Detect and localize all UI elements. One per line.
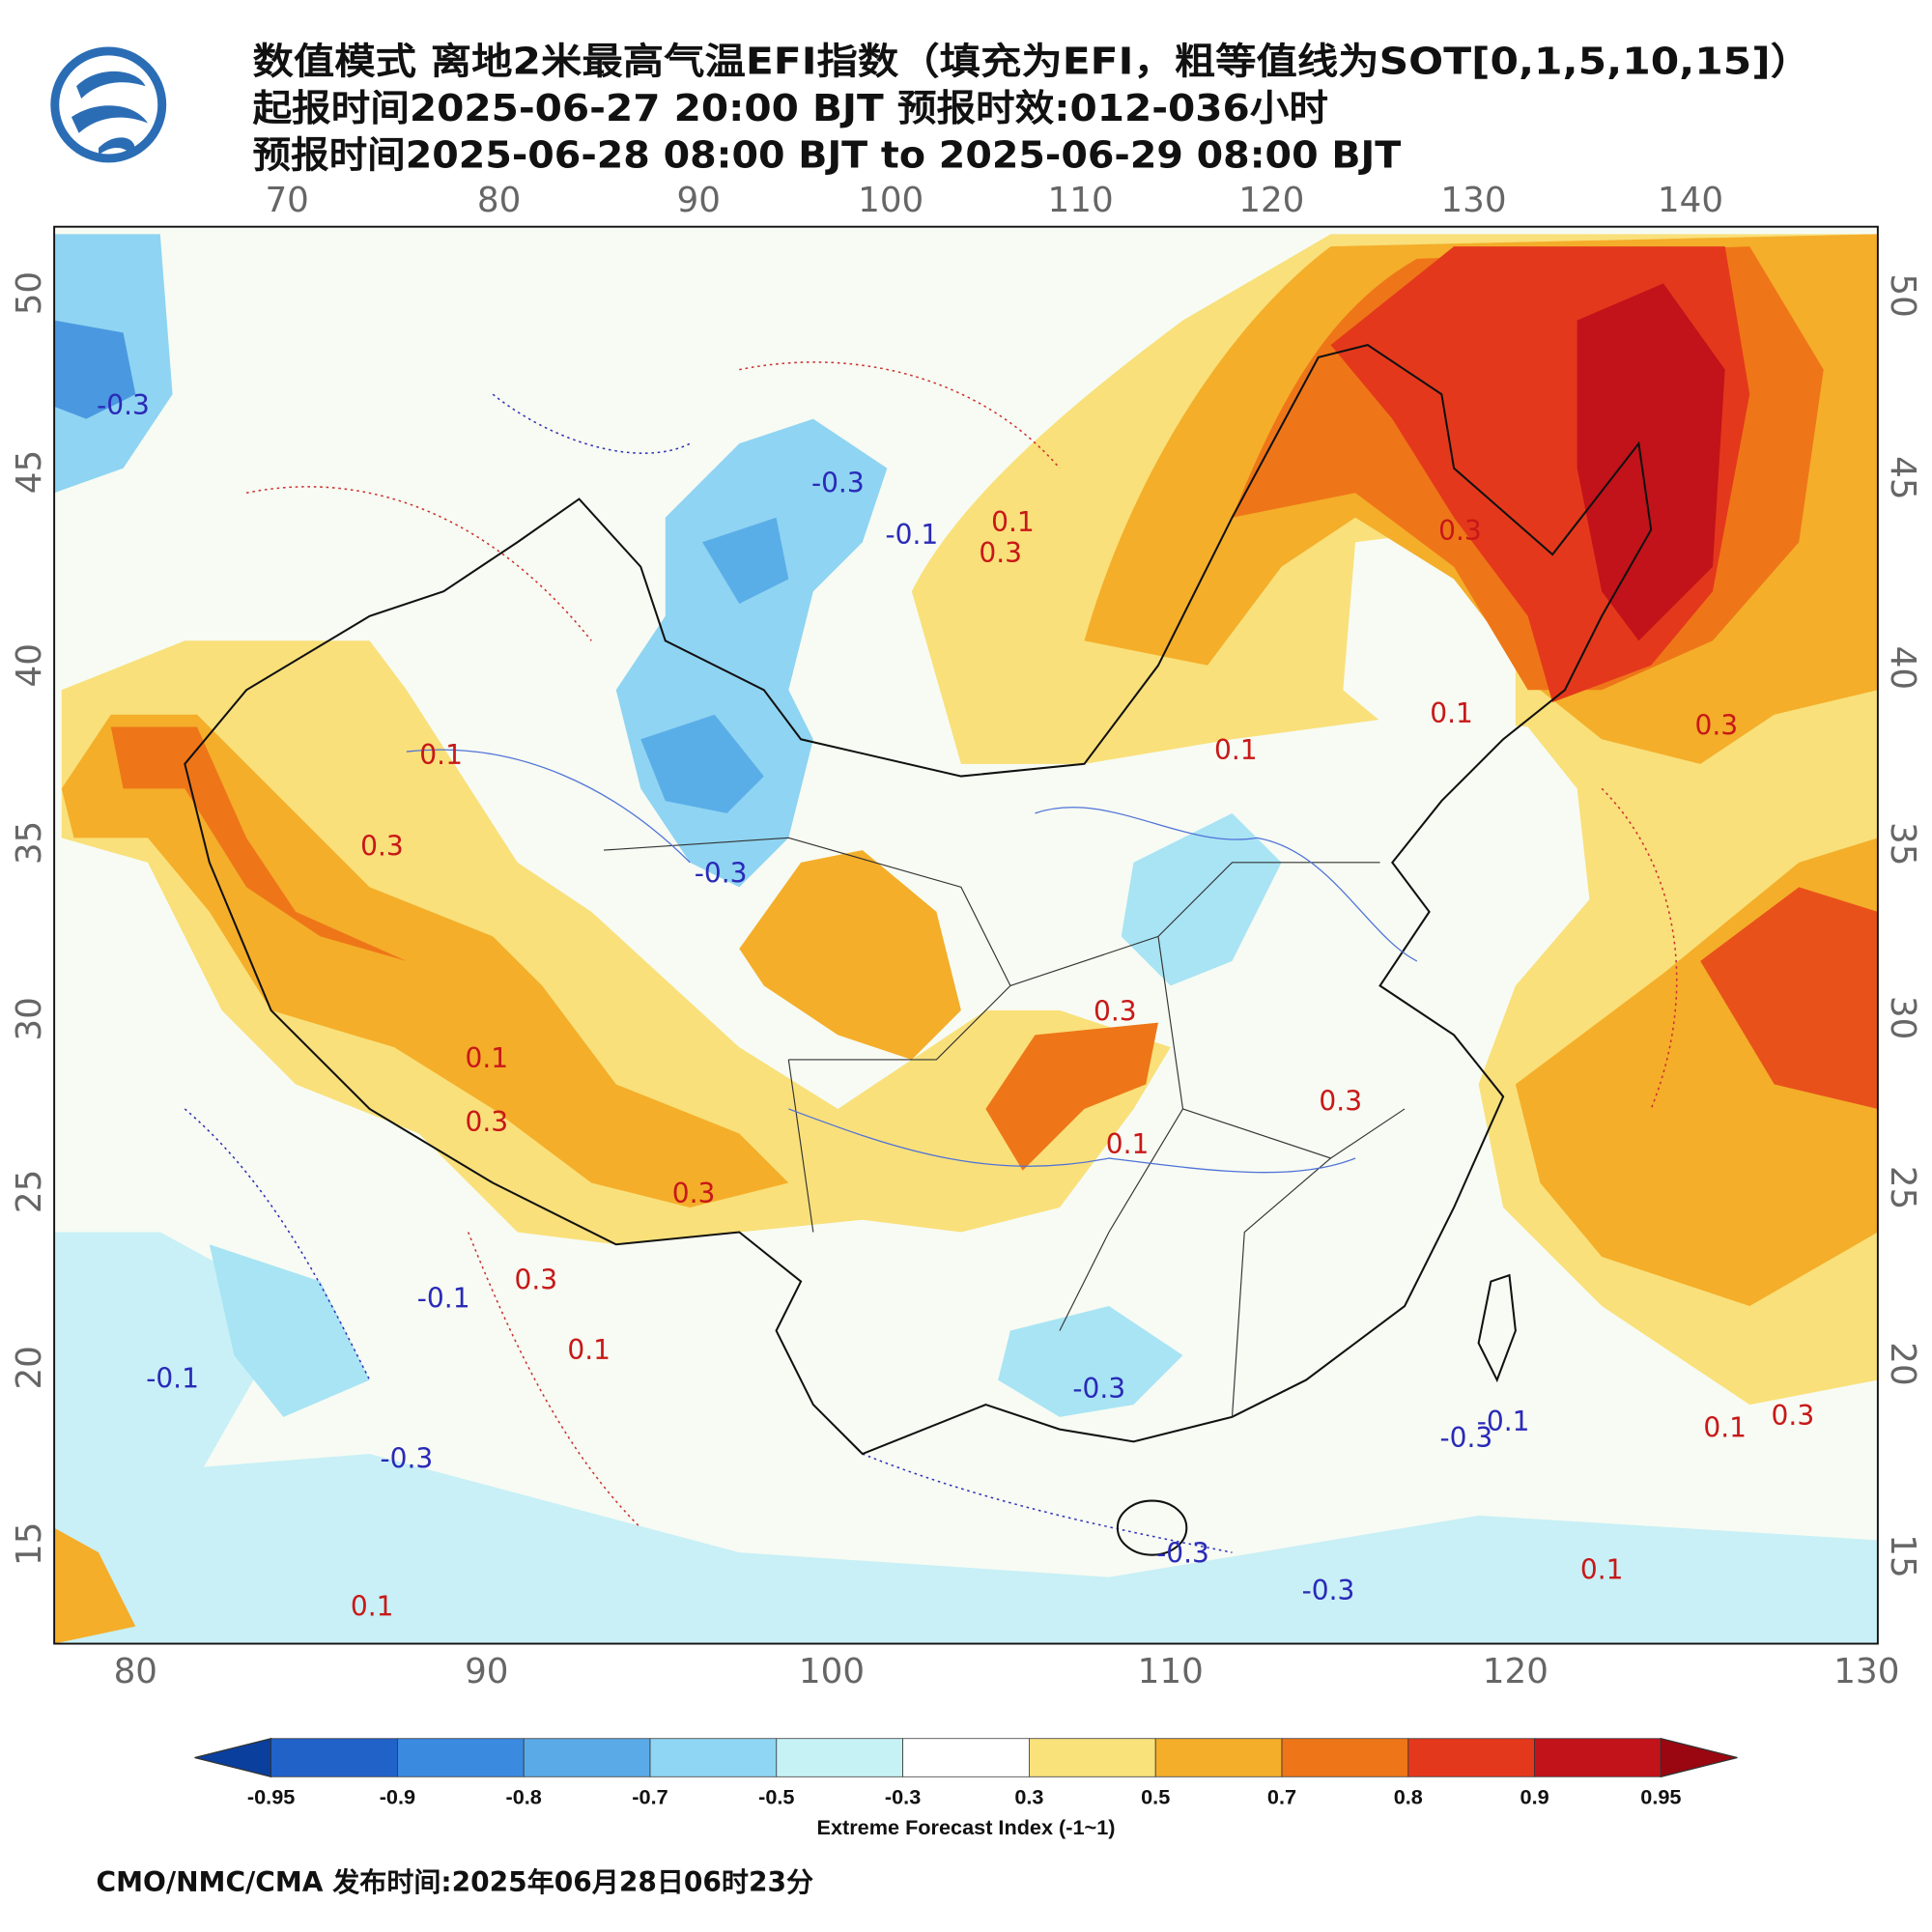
- legend-box: [1281, 1738, 1409, 1777]
- legend-tick-label: 0.3: [1014, 1784, 1043, 1808]
- valid-time: 预报时间2025-06-28 08:00 BJT to 2025-06-29 0…: [252, 133, 1401, 177]
- lat-label: 40: [10, 643, 49, 687]
- lon-label: 110: [1138, 1652, 1204, 1691]
- map-field: -0.3 -0.1 0.1 0.3 0.3 0.1 0.3 0.3 0.1 0.…: [54, 226, 1878, 1644]
- contour-label: 0.3: [466, 1106, 509, 1138]
- legend-box: [270, 1738, 398, 1777]
- contour-label: -0.3: [381, 1442, 434, 1474]
- contour-label: -0.1: [1477, 1406, 1530, 1437]
- legend-box: [523, 1738, 651, 1777]
- contour-label: 0.1: [1580, 1553, 1624, 1585]
- logo: [50, 46, 167, 163]
- legend-box: [1407, 1738, 1535, 1777]
- legend-tick-label: -0.7: [632, 1784, 668, 1808]
- legend-tick-label: -0.8: [506, 1784, 542, 1808]
- legend-tick-label: -0.9: [380, 1784, 415, 1808]
- contour-label: 0.3: [515, 1264, 558, 1296]
- contour-label: 0.1: [466, 1042, 509, 1074]
- legend-title: Extreme Forecast Index (-1~1): [817, 1815, 1116, 1839]
- legend-box: [776, 1738, 903, 1777]
- contour-label: 0.3: [1438, 515, 1482, 547]
- contour-label: -0.3: [811, 467, 865, 498]
- lat-label: 20: [1883, 1342, 1922, 1385]
- lon-label: 80: [477, 181, 521, 220]
- legend-tick-label: -0.3: [885, 1784, 921, 1808]
- contour-label: -0.3: [1302, 1575, 1355, 1606]
- lon-label: 110: [1048, 181, 1114, 220]
- legend-arrow: [1660, 1737, 1738, 1778]
- contour-label: -0.3: [1156, 1538, 1209, 1570]
- axis-labels: 70 80 90 100 110 120 130 140 80 90 100 110 120 130 50 4…: [10, 181, 1922, 1691]
- lat-label: 35: [10, 821, 49, 865]
- contour-label: 0.1: [419, 739, 463, 771]
- contour-label: -0.3: [97, 389, 150, 421]
- lon-label: 80: [114, 1652, 157, 1691]
- lon-label: 130: [1440, 181, 1506, 220]
- legend-tick-label: 0.95: [1640, 1784, 1681, 1808]
- lon-label: 90: [465, 1652, 508, 1691]
- legend-box: [1029, 1738, 1156, 1777]
- contour-label: 0.1: [1430, 697, 1473, 729]
- legend-box: [902, 1738, 1030, 1777]
- contour-label: 0.3: [979, 537, 1022, 569]
- lon-label: 130: [1833, 1652, 1899, 1691]
- contour-label: 0.1: [991, 506, 1035, 538]
- contour-label: 0.1: [567, 1334, 611, 1366]
- contour-label: 0.1: [1214, 734, 1258, 766]
- lat-label: 45: [10, 450, 49, 494]
- color-legend: -0.95 -0.9 -0.8 -0.7 -0.5 -0.3 0.3 0.5 0.7 0.8 0.9…: [194, 1737, 1738, 1808]
- lon-label: 100: [799, 1652, 865, 1691]
- issue-time: 起报时间2025-06-27 20:00 BJT 预报时效:012-036小时: [252, 87, 1328, 130]
- contour-label: -0.1: [146, 1363, 199, 1395]
- lat-label: 30: [1883, 996, 1922, 1039]
- footer: CMO/NMC/CMA 发布时间:2025年06月28日06时23分: [96, 1866, 813, 1898]
- contour-label: -0.3: [1072, 1373, 1125, 1405]
- contour-label: 0.3: [1094, 995, 1137, 1027]
- lat-label: 50: [1883, 273, 1922, 317]
- legend-tick-label: 0.9: [1520, 1784, 1549, 1808]
- lon-label: 70: [265, 181, 308, 220]
- contour-label: -0.1: [417, 1283, 470, 1315]
- contour-label: -0.3: [695, 858, 748, 890]
- legend-tick-label: 0.5: [1141, 1784, 1170, 1808]
- contour-label: 0.3: [1319, 1086, 1362, 1118]
- legend-box: [1534, 1738, 1662, 1777]
- contour-label: -0.1: [886, 519, 939, 551]
- lat-label: 40: [1883, 646, 1922, 690]
- legend-tick-label: -0.95: [247, 1784, 295, 1808]
- contour-label: 0.3: [1772, 1400, 1815, 1432]
- lon-label: 120: [1238, 181, 1304, 220]
- contour-label: 0.3: [1694, 710, 1738, 742]
- legend-tick-label: 0.7: [1267, 1784, 1296, 1808]
- legend-box: [397, 1738, 525, 1777]
- lat-label: 15: [10, 1521, 49, 1565]
- contour-label: 0.1: [1106, 1128, 1150, 1160]
- contour-label: 0.3: [360, 831, 404, 863]
- lon-label: 140: [1658, 181, 1723, 220]
- legend-tick-label: -0.5: [758, 1784, 794, 1808]
- legend-box: [1154, 1738, 1283, 1777]
- contour-label: 0.1: [351, 1591, 394, 1623]
- lat-label: 45: [1883, 456, 1922, 499]
- legend-box: [649, 1738, 778, 1777]
- map-frame: [53, 225, 1879, 1645]
- lat-label: 15: [1883, 1534, 1922, 1577]
- contour-label: 0.1: [1703, 1412, 1747, 1444]
- lat-label: 30: [10, 997, 49, 1040]
- title: 数值模式 离地2米最高气温EFI指数（填充为EFI，粗等值线为SOT[0,1,5…: [252, 41, 1811, 84]
- lat-label: 35: [1883, 822, 1922, 866]
- lat-label: 50: [10, 271, 49, 315]
- legend-tick-label: 0.8: [1394, 1784, 1423, 1808]
- lon-label: 100: [858, 181, 923, 220]
- lat-label: 25: [10, 1170, 49, 1213]
- contour-label: -0.3: [1439, 1422, 1492, 1454]
- lon-label: 120: [1483, 1652, 1548, 1691]
- contour-label: 0.3: [672, 1178, 716, 1209]
- lat-label: 20: [10, 1346, 49, 1389]
- lon-label: 90: [676, 181, 720, 220]
- lat-label: 25: [1883, 1166, 1922, 1209]
